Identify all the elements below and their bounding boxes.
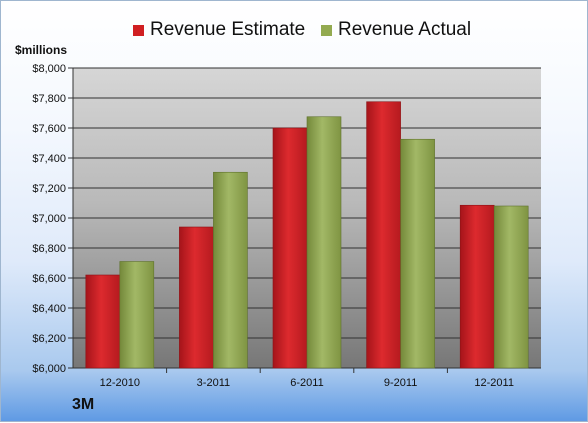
y-tick-label: $7,800 — [32, 93, 66, 105]
x-tick-label: 6-2011 — [290, 377, 323, 389]
y-tick-label: $6,200 — [32, 333, 66, 345]
bar-revenue-estimate — [272, 127, 308, 369]
y-tick-label: $7,400 — [32, 153, 66, 165]
bar-revenue-actual — [213, 171, 248, 369]
x-tick-label: 9-2011 — [384, 377, 417, 389]
x-tick-label: 3-2011 — [197, 377, 230, 389]
x-tick-label: 12-2011 — [474, 377, 514, 389]
y-tick-label: $7,000 — [32, 213, 66, 225]
y-tick-label: $6,600 — [32, 273, 66, 285]
legend-swatch-actual — [321, 24, 332, 36]
company-name: 3M — [72, 396, 95, 413]
y-tick-label: $6,400 — [32, 303, 66, 315]
bar-revenue-estimate — [459, 204, 495, 369]
legend-item-actual: Revenue Actual — [321, 15, 471, 45]
x-tick-label: 12-2010 — [100, 377, 140, 389]
bar-revenue-estimate — [179, 226, 214, 369]
legend-label-actual: Revenue Actual — [338, 19, 472, 40]
bar-revenue-estimate — [85, 274, 121, 369]
bar-revenue-actual — [306, 116, 342, 369]
chart-legend: Revenue Estimate Revenue Actual — [1, 15, 588, 45]
y-tick-label: $8,000 — [32, 63, 66, 75]
y-tick-label: $6,000 — [32, 363, 66, 375]
y-tick-label: $7,600 — [32, 123, 66, 135]
legend-label-estimate: Revenue Estimate — [150, 19, 306, 40]
y-axis-unit-label: $millions — [15, 43, 68, 57]
bar-revenue-actual — [400, 138, 435, 369]
bar-revenue-actual — [493, 205, 529, 369]
legend-swatch-estimate — [133, 24, 144, 36]
y-tick-label: $6,800 — [32, 243, 66, 255]
bar-revenue-estimate — [366, 101, 401, 369]
y-tick-label: $7,200 — [32, 183, 66, 195]
plot-area: $6,000 $6,200 $6,400 $6,600 $6,800 $7,000 $7,2… — [32, 63, 541, 389]
legend-item-estimate: Revenue Estimate — [133, 15, 305, 45]
bar-revenue-actual — [119, 261, 155, 369]
